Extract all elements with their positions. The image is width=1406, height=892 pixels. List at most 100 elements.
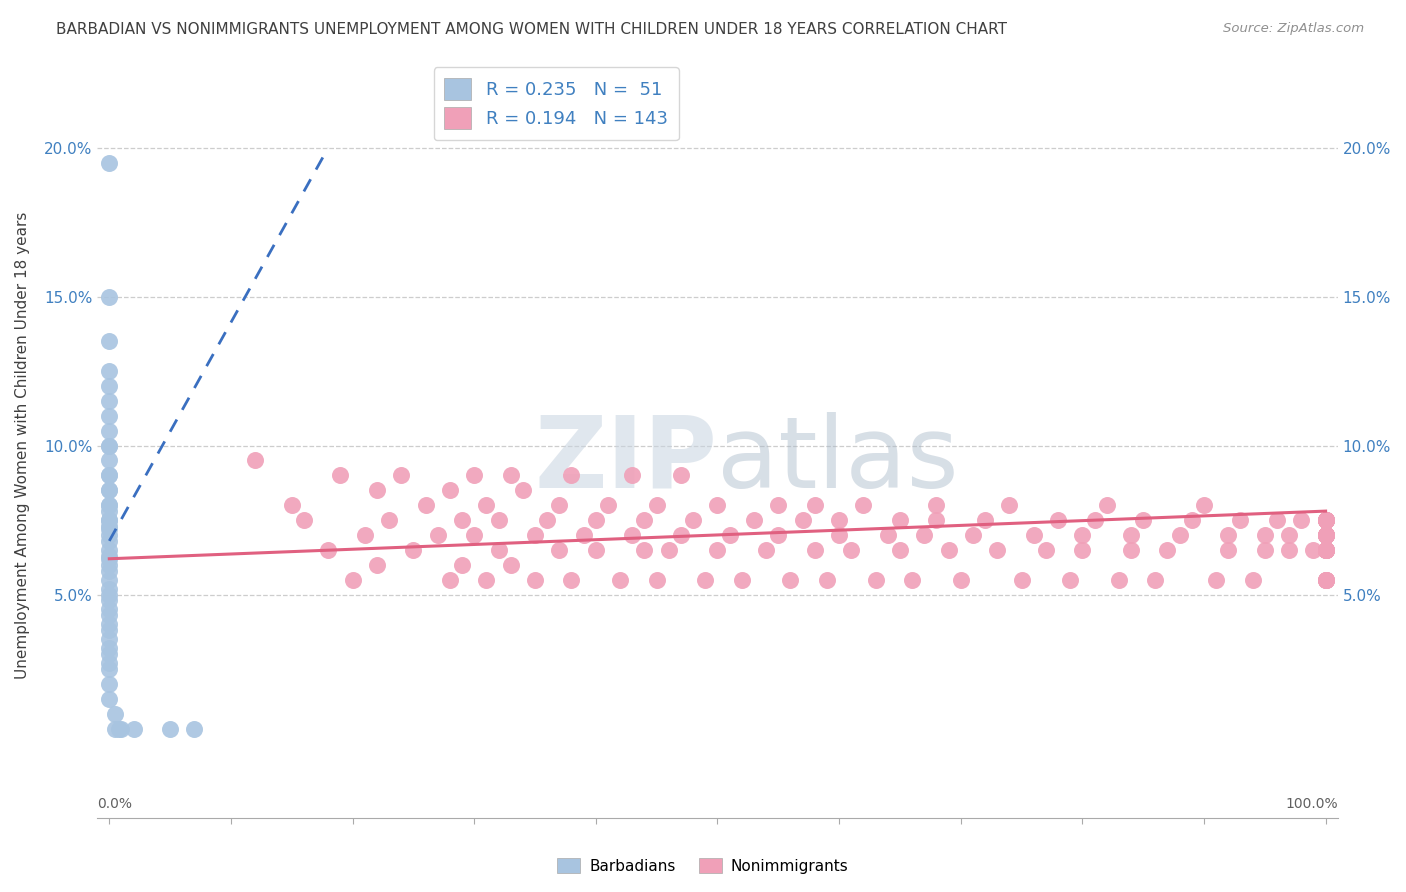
- Point: [731, 573, 754, 587]
- Point: [609, 573, 631, 587]
- Point: [98, 564, 121, 578]
- Point: [122, 722, 145, 736]
- Point: [499, 468, 522, 483]
- Point: [98, 602, 121, 616]
- Point: [524, 528, 547, 542]
- Point: [245, 453, 267, 467]
- Point: [1071, 528, 1094, 542]
- Point: [645, 498, 668, 512]
- Point: [1315, 573, 1337, 587]
- Point: [706, 498, 728, 512]
- Point: [1315, 513, 1337, 527]
- Point: [98, 608, 121, 623]
- Point: [1144, 573, 1167, 587]
- Point: [98, 439, 121, 453]
- Point: [98, 533, 121, 548]
- Point: [389, 468, 412, 483]
- Point: [366, 558, 388, 572]
- Point: [1315, 573, 1337, 587]
- Point: [828, 528, 851, 542]
- Point: [98, 617, 121, 632]
- Point: [596, 498, 619, 512]
- Point: [1011, 573, 1033, 587]
- Point: [560, 468, 582, 483]
- Point: [98, 573, 121, 587]
- Point: [1278, 542, 1301, 557]
- Point: [98, 379, 121, 393]
- Point: [925, 513, 948, 527]
- Point: [548, 498, 571, 512]
- Point: [1254, 528, 1277, 542]
- Point: [1315, 528, 1337, 542]
- Point: [1132, 513, 1154, 527]
- Point: [1315, 513, 1337, 527]
- Point: [415, 498, 437, 512]
- Point: [1315, 513, 1337, 527]
- Point: [98, 468, 121, 483]
- Point: [986, 542, 1008, 557]
- Point: [98, 513, 121, 527]
- Point: [402, 542, 425, 557]
- Point: [1254, 542, 1277, 557]
- Point: [104, 722, 127, 736]
- Point: [98, 647, 121, 661]
- Y-axis label: Unemployment Among Women with Children Under 18 years: Unemployment Among Women with Children U…: [15, 212, 30, 680]
- Point: [815, 573, 838, 587]
- Point: [98, 582, 121, 596]
- Point: [488, 513, 510, 527]
- Point: [499, 558, 522, 572]
- Point: [803, 498, 825, 512]
- Point: [98, 641, 121, 656]
- Point: [463, 528, 485, 542]
- Point: [1046, 513, 1069, 527]
- Point: [353, 528, 375, 542]
- Point: [475, 498, 498, 512]
- Point: [451, 513, 474, 527]
- Point: [585, 542, 607, 557]
- Point: [98, 691, 121, 706]
- Point: [159, 722, 181, 736]
- Text: 0.0%: 0.0%: [97, 797, 132, 811]
- Point: [1315, 528, 1337, 542]
- Point: [98, 453, 121, 467]
- Point: [1315, 573, 1337, 587]
- Point: [524, 573, 547, 587]
- Point: [548, 542, 571, 557]
- Point: [1108, 573, 1130, 587]
- Point: [803, 542, 825, 557]
- Point: [792, 513, 814, 527]
- Point: [1119, 542, 1142, 557]
- Point: [98, 468, 121, 483]
- Point: [98, 155, 121, 169]
- Text: BARBADIAN VS NONIMMIGRANTS UNEMPLOYMENT AMONG WOMEN WITH CHILDREN UNDER 18 YEARS: BARBADIAN VS NONIMMIGRANTS UNEMPLOYMENT …: [56, 22, 1007, 37]
- Point: [98, 522, 121, 536]
- Point: [1315, 528, 1337, 542]
- Point: [280, 498, 302, 512]
- Point: [779, 573, 801, 587]
- Point: [682, 513, 704, 527]
- Point: [828, 513, 851, 527]
- Point: [98, 677, 121, 691]
- Point: [572, 528, 595, 542]
- Point: [938, 542, 960, 557]
- Point: [98, 632, 121, 647]
- Point: [1291, 513, 1313, 527]
- Point: [1071, 542, 1094, 557]
- Point: [889, 542, 911, 557]
- Point: [839, 542, 862, 557]
- Point: [852, 498, 875, 512]
- Point: [1265, 513, 1288, 527]
- Point: [463, 468, 485, 483]
- Point: [98, 424, 121, 438]
- Point: [475, 573, 498, 587]
- Point: [1315, 528, 1337, 542]
- Point: [695, 573, 717, 587]
- Point: [98, 662, 121, 676]
- Point: [901, 573, 924, 587]
- Point: [889, 513, 911, 527]
- Point: [633, 542, 655, 557]
- Point: [1315, 513, 1337, 527]
- Point: [1315, 542, 1337, 557]
- Point: [98, 513, 121, 527]
- Point: [98, 290, 121, 304]
